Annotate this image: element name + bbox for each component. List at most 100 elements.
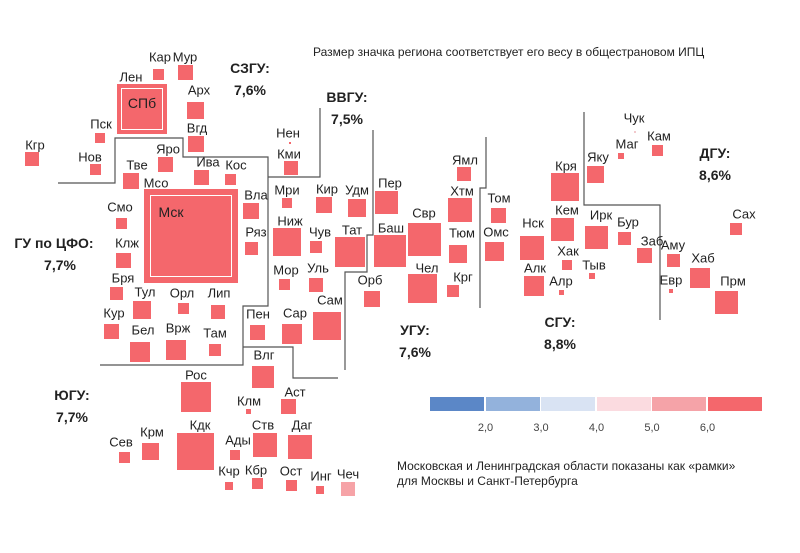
- region-label: Нов: [78, 149, 102, 165]
- region-tile-Заб: [637, 248, 652, 263]
- region-label: Ямл: [452, 152, 478, 168]
- region-tile-Рос: [181, 382, 211, 412]
- region-label: Кря: [555, 158, 577, 174]
- region-label: Чеч: [336, 466, 360, 482]
- region-label: Мсо: [143, 175, 169, 191]
- region-tile-Баш: [374, 235, 406, 267]
- legend-swatch: [596, 397, 651, 411]
- region-label: Кбр: [244, 462, 268, 478]
- region-label: Сар: [283, 305, 307, 321]
- region-label: Сев: [109, 434, 133, 450]
- region-label: Яро: [156, 141, 180, 157]
- region-label: Тыв: [582, 257, 606, 273]
- region-tile-Свр: [408, 223, 441, 256]
- region-tile-Ниж: [273, 228, 301, 256]
- region-label: Тат: [341, 222, 363, 238]
- region-tile-Бур: [618, 232, 631, 245]
- region-tile-Сам: [313, 312, 341, 340]
- boundary-cfo-vvgu-south: [243, 346, 338, 379]
- region-tile-Ады: [230, 450, 240, 460]
- region-tile-Даг: [288, 435, 312, 459]
- region-label: Хак: [557, 243, 579, 259]
- region-label: Ств: [251, 417, 275, 433]
- boundary-szgu-vvgu: [268, 108, 321, 178]
- region-tile-Хак: [562, 260, 572, 270]
- region-tile-Алк: [524, 276, 544, 296]
- region-tile-Чел: [408, 274, 437, 303]
- region-tile-Смо: [116, 218, 127, 229]
- district-name-dgu: ДГУ:: [699, 145, 731, 161]
- region-label: Сам: [317, 292, 343, 308]
- region-tile-Мур: [178, 65, 193, 80]
- district-value-ugu: 7,6%: [399, 344, 431, 360]
- region-label: Алр: [549, 273, 573, 289]
- region-tile-Кар: [153, 69, 164, 80]
- region-label: Заб: [640, 233, 664, 249]
- region-tile-Сев: [119, 452, 130, 463]
- region-tile-Чеч: [341, 482, 355, 496]
- district-value-vvgu: 7,5%: [331, 111, 363, 127]
- district-value-dgu: 8,6%: [699, 167, 731, 183]
- region-tile-Кир: [316, 197, 332, 213]
- region-label: Том: [487, 190, 511, 206]
- region-tile-Крг: [447, 285, 459, 297]
- legend-tick-label: 3,0: [533, 422, 549, 434]
- region-tile-Прм: [715, 291, 738, 314]
- region-label: Чув: [308, 224, 332, 240]
- region-tile-Сах: [730, 223, 742, 235]
- region-label: Свр: [412, 205, 436, 221]
- legend-tick-label: 6,0: [699, 422, 716, 434]
- legend-tick-label: 5,0: [644, 422, 660, 434]
- region-label: Кос: [225, 157, 247, 173]
- region-tile-Уль: [309, 278, 323, 292]
- region-tile-Яро: [158, 157, 173, 172]
- region-label: Мск: [158, 204, 184, 220]
- region-label: Влг: [253, 347, 275, 363]
- region-tile-Чук: [634, 131, 636, 133]
- region-label: Ива: [196, 154, 220, 170]
- boundary-sgu-dgu: [583, 112, 661, 320]
- region-label: Кгр: [25, 137, 45, 153]
- region-tile-Тве: [123, 173, 139, 189]
- legend-swatch: [541, 397, 595, 411]
- region-label: Бря: [111, 270, 135, 286]
- footnote-line1: Московская и Ленинградская области показ…: [397, 459, 736, 473]
- region-tile-Хтм: [448, 198, 472, 222]
- region-tile-Хаб: [690, 268, 710, 288]
- footnote-line2: для Москвы и Санкт-Петербурга: [397, 474, 578, 488]
- region-label: Аст: [284, 384, 306, 400]
- region-tile-Том: [491, 208, 506, 223]
- region-tile-Клж: [116, 253, 131, 268]
- region-tile-Мор: [279, 279, 290, 290]
- region-label: Мур: [172, 49, 198, 65]
- region-tile-Клм: [246, 409, 251, 414]
- region-tile-Влг: [252, 366, 274, 388]
- region-label: Ряз: [245, 224, 267, 240]
- region-label: Нск: [522, 215, 544, 231]
- region-label: Яку: [587, 149, 609, 165]
- region-tile-Инг: [316, 486, 324, 494]
- legend-swatch: [707, 397, 762, 411]
- district-name-cfo: ГУ по ЦФО:: [14, 235, 94, 251]
- region-tile-Ирк: [585, 226, 608, 249]
- region-label: Инг: [310, 468, 332, 484]
- region-tile-Аму: [667, 254, 680, 267]
- region-label: Арх: [187, 82, 211, 98]
- region-tile-Вгд: [188, 136, 204, 152]
- region-tile-Кдк: [177, 433, 214, 470]
- region-label: Кем: [555, 202, 579, 218]
- region-label: Крм: [140, 424, 164, 440]
- region-label: Маг: [615, 136, 639, 152]
- boundary-vvgu-ugu: [344, 130, 374, 370]
- region-tile-Мри: [282, 198, 292, 208]
- legend-tick-label: 2,0: [477, 422, 494, 434]
- region-tile-Ива: [194, 170, 209, 185]
- region-tile-Тыв: [589, 273, 595, 279]
- region-label: Сах: [732, 206, 756, 222]
- region-label: Тве: [126, 157, 148, 173]
- region-tile-Тюм: [449, 245, 467, 263]
- region-label: Пен: [246, 306, 270, 322]
- district-value-sgu: 8,8%: [544, 336, 576, 352]
- region-tile-Сар: [282, 324, 302, 344]
